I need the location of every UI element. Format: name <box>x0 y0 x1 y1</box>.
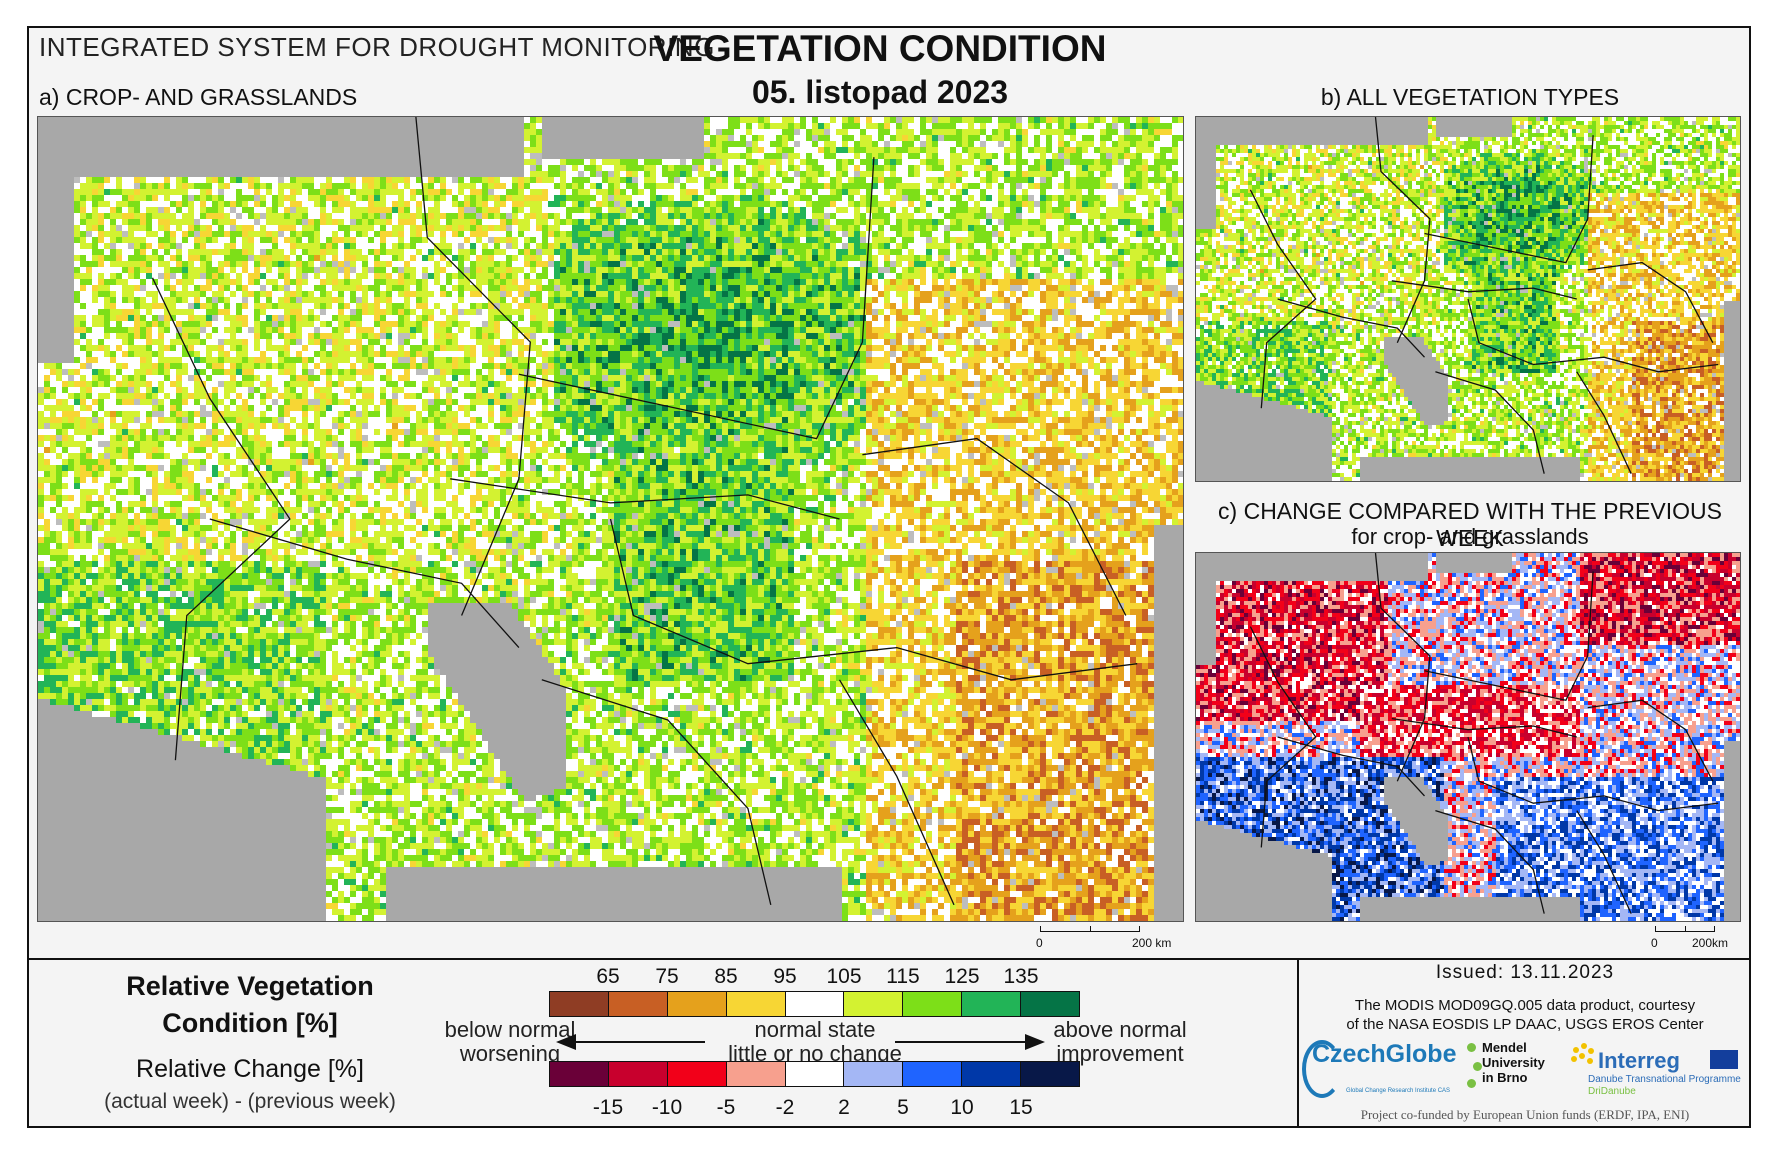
legend-tick-label: 5 <box>873 1096 933 1120</box>
legend-swatch <box>550 992 609 1016</box>
legend-tick-label: 85 <box>696 965 756 989</box>
legend-swatch <box>668 992 727 1016</box>
legend-tick-label: 2 <box>814 1096 874 1120</box>
legend-swatch <box>962 992 1021 1016</box>
legend-rvc-title-line2: Condition [%] <box>95 1005 405 1042</box>
legend-rvc-title: Relative Vegetation Condition [%] <box>95 968 405 1042</box>
scale-a-zero: 0 <box>1036 936 1043 950</box>
legend-swatch <box>1021 1062 1079 1086</box>
legend-tick-label: 95 <box>755 965 815 989</box>
legend-swatch <box>903 1062 962 1086</box>
mendel-dot-icon <box>1467 1079 1476 1088</box>
legend-swatch <box>844 992 903 1016</box>
legend-tick-label: 125 <box>932 965 992 989</box>
czechglobe-logo-sub: Global Change Research Institute CAS <box>1346 1088 1450 1094</box>
map-crop-grasslands <box>37 116 1184 922</box>
legend-tick-label: 135 <box>991 965 1051 989</box>
scale-a-end: 200 km <box>1132 936 1171 950</box>
legend-swatch <box>609 1062 668 1086</box>
panel-c-sublabel: for crop- and grasslands <box>1190 524 1750 550</box>
mendel-dot-icon <box>1473 1062 1482 1071</box>
legend-tick-label: 15 <box>991 1096 1051 1120</box>
scale-bar-a <box>1040 926 1140 934</box>
arrow-right-line <box>895 1041 1035 1043</box>
courtesy-line2: of the NASA EOSDIS LP DAAC, USGS EROS Ce… <box>1299 1015 1751 1034</box>
map-all-vegetation <box>1195 116 1741 482</box>
mendel-logo: Mendel University in Brno <box>1482 1040 1545 1085</box>
legend-divider <box>27 958 1751 960</box>
report-date: 05. listopad 2023 <box>620 74 1140 111</box>
legend-tick-label: 75 <box>637 965 697 989</box>
legend-swatch <box>668 1062 727 1086</box>
legend-swatch <box>727 1062 786 1086</box>
legend-swatch <box>844 1062 903 1086</box>
info-divider <box>1297 960 1299 1128</box>
map-c-raster <box>1196 553 1740 921</box>
legend-above-line1: above normal <box>1045 1018 1195 1042</box>
arrow-right-head-icon <box>1025 1033 1045 1051</box>
scale-bar-c <box>1655 926 1715 934</box>
legend-tick-label: 65 <box>578 965 638 989</box>
legend-tick-label: -10 <box>637 1096 697 1120</box>
legend-rvc-title-line1: Relative Vegetation <box>95 968 405 1005</box>
issued-date: Issued: 13.11.2023 <box>1299 962 1751 984</box>
interreg-logo: Interreg <box>1598 1048 1680 1074</box>
legend-normal: normal state little or no change <box>710 1018 920 1066</box>
map-weekly-change <box>1195 552 1741 922</box>
legend-tick-label: 10 <box>932 1096 992 1120</box>
legend-swatch <box>786 992 845 1016</box>
panel-a-label: a) CROP- AND GRASSLANDS <box>39 84 357 111</box>
interreg-swirl-icon <box>1566 1040 1598 1070</box>
legend-tick-label: -2 <box>755 1096 815 1120</box>
rvc-color-ramp <box>549 991 1080 1017</box>
legend-swatch <box>727 992 786 1016</box>
change-color-ramp <box>549 1061 1080 1087</box>
mendel-line3: in Brno <box>1482 1070 1545 1085</box>
map-b-raster <box>1196 117 1740 481</box>
legend-change-subtitle: (actual week) - (previous week) <box>95 1090 405 1114</box>
legend-tick-label: 105 <box>814 965 874 989</box>
panel-b-label: b) ALL VEGETATION TYPES <box>1190 84 1750 111</box>
legend-swatch <box>962 1062 1021 1086</box>
system-title: INTEGRATED SYSTEM FOR DROUGHT MONITORING <box>39 32 715 63</box>
legend-swatch <box>1021 992 1079 1016</box>
arrow-left-line <box>565 1041 705 1043</box>
legend-swatch <box>609 992 668 1016</box>
eu-flag-icon <box>1710 1050 1738 1069</box>
legend-swatch <box>903 992 962 1016</box>
czechglobe-logo: CzechGlobe <box>1312 1040 1456 1069</box>
data-courtesy: The MODIS MOD09GQ.005 data product, cour… <box>1299 996 1751 1034</box>
interreg-sub: Danube Transnational Programme <box>1588 1074 1741 1085</box>
legend-swatch <box>550 1062 609 1086</box>
funding-note: Project co-funded by European Union fund… <box>1299 1107 1751 1123</box>
legend-change-title: Relative Change [%] <box>95 1055 405 1084</box>
mendel-line1: Mendel <box>1482 1040 1545 1055</box>
mendel-dot-icon <box>1467 1043 1476 1052</box>
map-a-raster <box>38 117 1183 921</box>
main-title: VEGETATION CONDITION <box>620 28 1140 70</box>
courtesy-line1: The MODIS MOD09GQ.005 data product, cour… <box>1299 996 1751 1015</box>
legend-normal-line1: normal state <box>710 1018 920 1042</box>
scale-c-end: 200km <box>1692 936 1728 950</box>
legend-tick-label: 115 <box>873 965 933 989</box>
interreg-sub2: DriDanube <box>1588 1086 1636 1097</box>
mendel-line2: University <box>1482 1055 1545 1070</box>
legend-swatch <box>786 1062 845 1086</box>
scale-c-zero: 0 <box>1651 936 1658 950</box>
legend-tick-label: -5 <box>696 1096 756 1120</box>
arrow-left-head-icon <box>556 1033 576 1051</box>
legend-above: above normal improvement <box>1045 1018 1195 1066</box>
legend-tick-label: -15 <box>578 1096 638 1120</box>
